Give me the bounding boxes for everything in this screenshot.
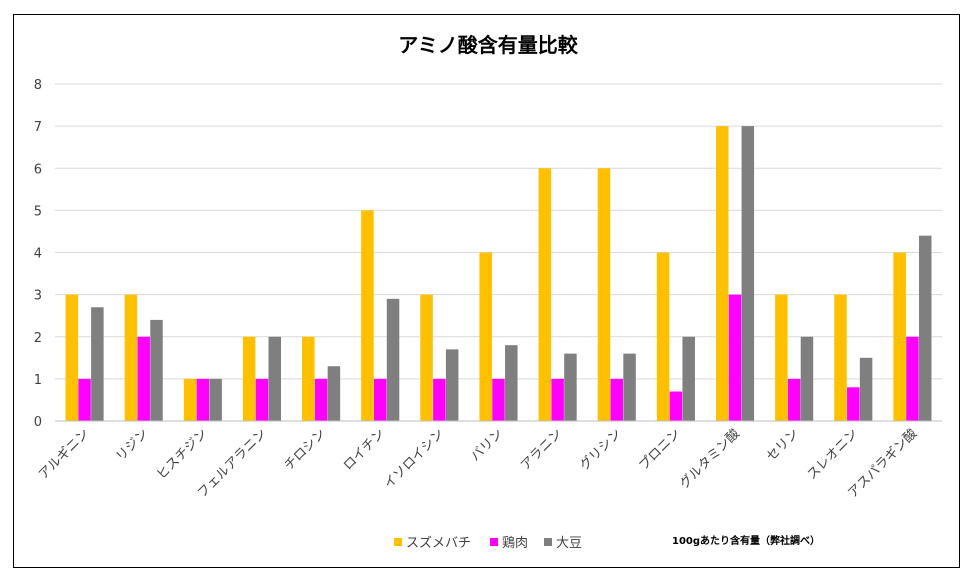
bar-スズメバチ-イソロイシン	[420, 294, 433, 421]
legend-swatch	[490, 538, 498, 546]
x-category-label: ヒスチジン	[154, 426, 211, 483]
bar-スズメバチ-チロシン	[302, 336, 315, 421]
bar-大豆-スレオニン	[859, 357, 873, 421]
x-category-label: イソロイシン	[381, 426, 447, 492]
bar-スズメバチ-フェルアラニン	[242, 336, 256, 421]
y-tick-label: 0	[34, 415, 42, 430]
x-category-label: バリン	[468, 426, 506, 464]
bar-鶏肉-アスパラギン酸	[906, 336, 919, 421]
bar-大豆-バリン	[505, 345, 518, 421]
bar-スズメバチ-セリン	[775, 294, 788, 421]
x-category-label: チロシン	[282, 426, 329, 473]
bar-スズメバチ-アルギニン	[65, 294, 79, 421]
legend: スズメバチ 鶏肉 大豆	[394, 535, 582, 551]
y-tick-label: 4	[34, 247, 42, 262]
bar-スズメバチ-バリン	[479, 252, 492, 421]
bar-大豆-グリシン	[623, 353, 636, 421]
bar-大豆-セリン	[800, 336, 814, 421]
bar-鶏肉-グルタミン酸	[728, 294, 742, 421]
gridlines	[55, 83, 942, 380]
legend-label: スズメバチ	[406, 535, 471, 551]
bar-大豆-アルギニン	[91, 307, 104, 421]
bar-鶏肉-フェルアラニン	[255, 378, 269, 421]
bar-鶏肉-スレオニン	[847, 387, 860, 421]
bar-スズメバチ-グルタミン酸	[715, 126, 729, 421]
bar-大豆-リジン	[150, 319, 163, 421]
x-category-label: ロイチン	[341, 426, 388, 473]
bar-鶏肉-アルギニン	[78, 378, 91, 421]
x-category-label: リジン	[113, 426, 151, 464]
x-category-label: アルギニン	[36, 426, 92, 482]
bar-大豆-イソロイシン	[445, 349, 459, 421]
y-tick-label: 7	[34, 120, 42, 135]
footnote: 100gあたり含有量（弊社調べ）	[672, 534, 820, 547]
bar-大豆-グルタミン酸	[741, 126, 755, 421]
legend-swatch	[544, 538, 552, 546]
bar-スズメバチ-スレオニン	[834, 294, 847, 421]
x-category-label: アラニン	[518, 426, 565, 473]
bar-大豆-ロイチン	[386, 298, 400, 421]
bar-大豆-プロニン	[682, 336, 695, 421]
x-category-label: セリン	[764, 426, 802, 464]
x-category-label: グリシン	[577, 426, 624, 473]
bar-大豆-フェルアラニン	[268, 336, 282, 421]
chart-title: アミノ酸含有量比較	[398, 33, 579, 57]
bar-鶏肉-リジン	[137, 336, 150, 421]
y-tick-label: 6	[34, 162, 42, 177]
bars	[65, 126, 932, 421]
bar-スズメバチ-ロイチン	[361, 210, 374, 421]
y-axis-ticks: 0 1 2 3 4 5 6 7 8	[34, 78, 42, 430]
bar-鶏肉-バリン	[492, 378, 505, 421]
x-category-label: プロニン	[636, 426, 683, 473]
y-tick-label: 5	[34, 204, 42, 219]
bar-鶏肉-ロイチン	[373, 378, 387, 421]
x-category-label: スレオニン	[805, 426, 862, 483]
bar-スズメバチ-アラニン	[538, 168, 552, 421]
bar-鶏肉-チロシン	[314, 378, 328, 421]
x-category-label: グルタミン酸	[677, 426, 743, 492]
bar-スズメバチ-リジン	[124, 294, 138, 421]
bar-鶏肉-グリシン	[610, 378, 624, 421]
bar-大豆-アラニン	[564, 353, 577, 421]
y-tick-label: 8	[34, 78, 42, 93]
bar-鶏肉-アラニン	[551, 378, 564, 421]
bar-大豆-チロシン	[327, 366, 341, 421]
y-tick-label: 1	[34, 373, 42, 388]
bar-鶏肉-プロニン	[669, 391, 683, 421]
bar-大豆-アスパラギン酸	[918, 235, 932, 421]
bar-スズメバチ-ヒスチジン	[183, 378, 197, 421]
y-tick-label: 2	[34, 331, 42, 346]
bar-スズメバチ-グリシン	[597, 168, 611, 421]
legend-label: 大豆	[556, 536, 582, 551]
bar-鶏肉-ヒスチジン	[196, 378, 210, 421]
y-tick-label: 3	[34, 289, 42, 304]
bar-スズメバチ-プロニン	[656, 252, 670, 421]
bar-鶏肉-イソロイシン	[433, 378, 446, 421]
legend-label: 鶏肉	[502, 536, 528, 551]
bar-スズメバチ-アスパラギン酸	[893, 252, 906, 421]
bar-鶏肉-セリン	[787, 378, 801, 421]
bar-大豆-ヒスチジン	[209, 378, 222, 421]
legend-swatch	[394, 538, 402, 546]
